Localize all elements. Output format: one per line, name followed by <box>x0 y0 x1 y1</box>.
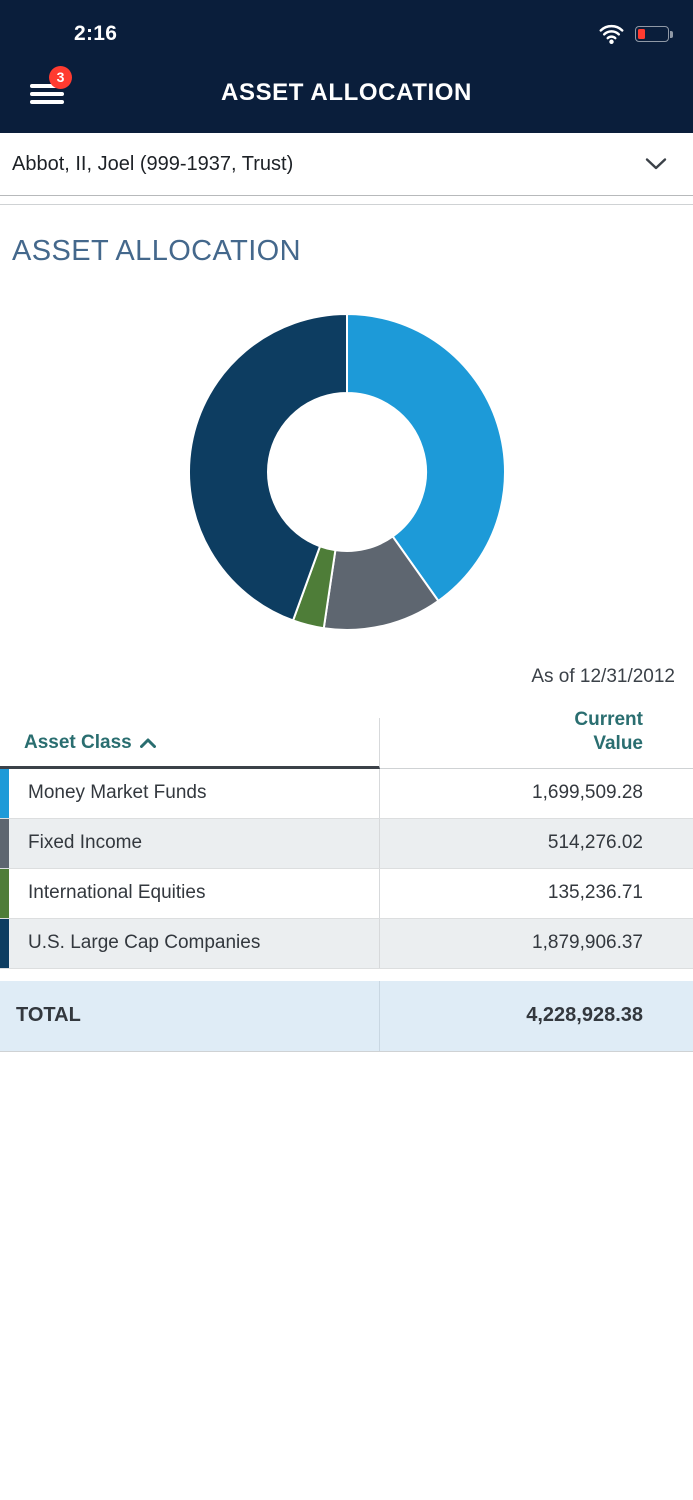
asset-class-color-stripe <box>0 918 9 968</box>
status-icons <box>598 24 673 44</box>
table-header-row: Asset Class Current Value <box>0 702 693 769</box>
section-heading: ASSET ALLOCATION <box>12 235 301 267</box>
asset-class-cell: Money Market Funds <box>28 782 207 803</box>
status-time: 2:16 <box>74 22 118 45</box>
wifi-icon <box>598 24 625 44</box>
nav-bar: 3 ASSET ALLOCATION <box>0 62 693 133</box>
account-selector-label: Abbot, II, Joel (999-1937, Trust) <box>12 152 294 175</box>
page-title: ASSET ALLOCATION <box>221 78 472 106</box>
current-value-cell: 1,879,906.37 <box>532 932 643 953</box>
table-row[interactable]: International Equities 135,236.71 <box>0 868 693 919</box>
asset-class-cell: Fixed Income <box>28 832 143 853</box>
table-row[interactable]: Fixed Income 514,276.02 <box>0 818 693 869</box>
chevron-down-icon <box>645 157 667 171</box>
battery-icon <box>635 26 673 42</box>
donut-segment-u-s-large-cap-companies[interactable] <box>187 312 348 622</box>
table-row[interactable]: Money Market Funds 1,699,509.28 <box>0 768 693 819</box>
asset-class-cell: U.S. Large Cap Companies <box>28 932 261 953</box>
table-body: Money Market Funds 1,699,509.28 Fixed In… <box>0 768 693 969</box>
current-value-cell: 135,236.71 <box>547 882 643 903</box>
current-value-cell: 514,276.02 <box>547 832 643 853</box>
notification-badge: 3 <box>49 65 72 89</box>
table-row[interactable]: U.S. Large Cap Companies 1,879,906.37 <box>0 918 693 969</box>
asset-class-color-stripe <box>0 868 9 918</box>
app-header: 2:16 3 ASSET ALLOCATION <box>0 0 693 133</box>
hamburger-menu-button[interactable]: 3 <box>30 65 72 106</box>
asset-class-cell: International Equities <box>28 882 206 903</box>
donut-segment-money-market-funds[interactable] <box>345 312 506 603</box>
current-value-cell: 1,699,509.28 <box>532 782 643 803</box>
total-label: TOTAL <box>16 1004 81 1026</box>
column-header-current-value[interactable]: Current Value <box>574 709 643 754</box>
total-value: 4,228,928.38 <box>526 1004 643 1026</box>
asset-class-color-stripe <box>0 818 9 868</box>
status-bar: 2:16 <box>0 0 693 62</box>
total-row: TOTAL 4,228,928.38 <box>0 980 693 1052</box>
section-divider <box>0 204 693 205</box>
battery-level-low <box>638 29 645 39</box>
asset-allocation-donut <box>187 312 506 631</box>
donut-chart <box>0 302 693 642</box>
sort-asc-icon <box>139 738 156 748</box>
column-header-asset-class[interactable]: Asset Class <box>24 732 156 754</box>
account-selector-dropdown[interactable]: Abbot, II, Joel (999-1937, Trust) <box>0 133 693 196</box>
asset-allocation-table: Asset Class Current Value Money Market F… <box>0 702 693 1052</box>
asset-class-color-stripe <box>0 768 9 818</box>
as-of-date: As of 12/31/2012 <box>531 666 675 687</box>
